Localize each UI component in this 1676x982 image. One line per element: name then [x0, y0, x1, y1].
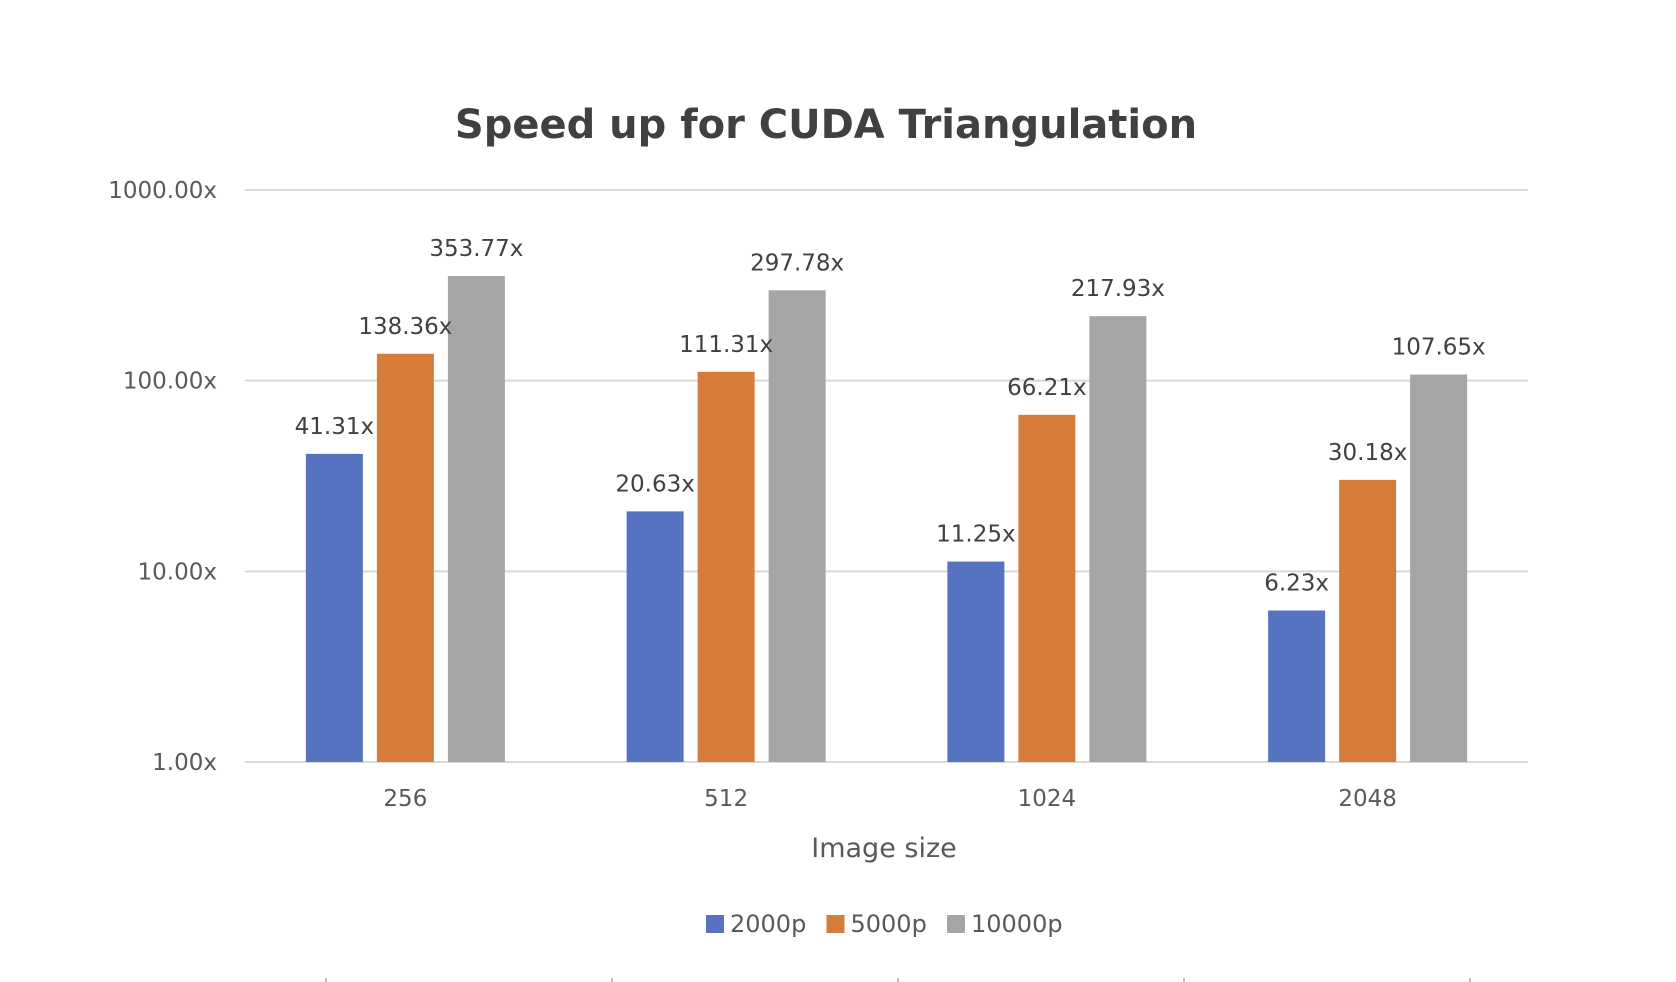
- y-axis-ticks: 1.00x 10.00x 100.00x 1000.00x: [108, 178, 217, 776]
- bars: [305, 276, 1468, 762]
- legend-label: 10000p: [971, 910, 1063, 938]
- data-label: 217.93x: [1071, 276, 1165, 302]
- legend-swatch-10000p: [947, 915, 965, 933]
- bar-5000p-512: [697, 371, 755, 762]
- bar-2000p-1024: [947, 561, 1005, 762]
- bar-2000p-256: [305, 453, 363, 762]
- data-label: 297.78x: [750, 250, 844, 276]
- bar-5000p-1024: [1018, 414, 1076, 762]
- data-label: 111.31x: [679, 332, 773, 358]
- bar-2000p-2048: [1268, 610, 1326, 762]
- data-label: 30.18x: [1328, 440, 1407, 466]
- data-label: 6.23x: [1264, 571, 1329, 597]
- gridlines: [245, 189, 1528, 763]
- chart-title: Speed up for CUDA Triangulation: [455, 102, 1197, 148]
- data-label: 107.65x: [1392, 335, 1486, 361]
- bar-5000p-2048: [1339, 479, 1397, 762]
- y-tick-label: 100.00x: [123, 369, 217, 395]
- data-label: 41.31x: [295, 414, 374, 440]
- data-label: 66.21x: [1007, 375, 1086, 401]
- bar-5000p-256: [376, 353, 434, 762]
- bar-2000p-512: [626, 511, 684, 762]
- legend-label: 5000p: [851, 910, 927, 938]
- y-tick-label: 1.00x: [152, 750, 217, 776]
- data-label: 353.77x: [429, 236, 523, 262]
- legend-swatch-5000p: [826, 915, 845, 933]
- x-tick-label: 512: [704, 786, 748, 812]
- x-axis-ticks: 256 512 1024 2048: [383, 786, 1396, 812]
- bar-10000p-512: [768, 290, 826, 762]
- x-tick-label: 1024: [1018, 786, 1077, 812]
- bottom-edge-ticks: [325, 978, 1471, 982]
- bar-10000p-2048: [1410, 374, 1468, 762]
- bar-10000p-1024: [1089, 316, 1147, 762]
- legend-swatch-2000p: [706, 915, 724, 933]
- x-tick-label: 256: [383, 786, 427, 812]
- x-tick-label: 2048: [1338, 786, 1397, 812]
- data-label: 20.63x: [615, 471, 694, 497]
- x-axis-title: Image size: [811, 833, 957, 864]
- y-tick-label: 1000.00x: [108, 178, 217, 204]
- data-label: 138.36x: [358, 314, 452, 340]
- y-tick-label: 10.00x: [138, 559, 217, 585]
- bar-10000p-256: [447, 276, 505, 762]
- legend: 2000p 5000p 10000p: [706, 910, 1063, 938]
- data-label: 11.25x: [936, 522, 1015, 548]
- legend-label: 2000p: [730, 910, 806, 938]
- data-labels: 41.31x 138.36x 353.77x 20.63x 111.31x 297.78x…: [295, 236, 1486, 596]
